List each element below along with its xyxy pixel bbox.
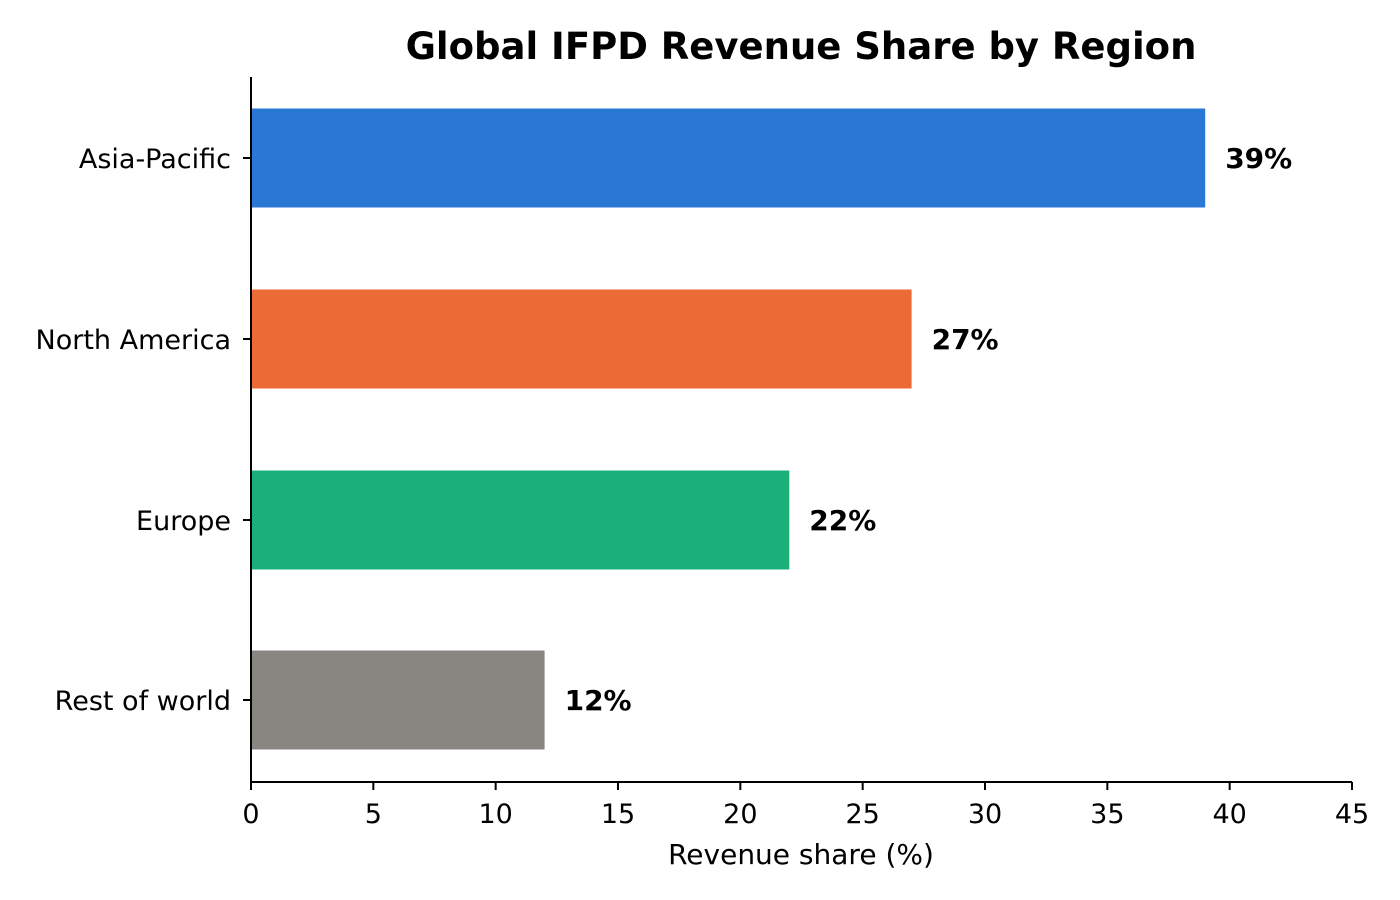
x-tick-label: 5 <box>365 799 382 830</box>
y-axis: Asia-Pacific North America Europe Rest of w… <box>36 77 252 782</box>
y-tick-label-north-america: North America <box>36 325 231 356</box>
x-tick-label: 40 <box>1212 799 1246 830</box>
data-label-rest-of-world: 12% <box>565 684 632 717</box>
chart-title: Global IFPD Revenue Share by Region <box>406 25 1197 68</box>
y-tick-label-asia-pacific: Asia-Pacific <box>79 144 231 175</box>
data-label-asia-pacific: 39% <box>1225 142 1292 175</box>
x-axis: 0 5 10 15 20 25 30 35 40 45 <box>242 781 1369 830</box>
x-tick-label: 10 <box>478 799 512 830</box>
x-tick-label: 15 <box>601 799 635 830</box>
data-labels: 39% 27% 22% 12% <box>565 142 1293 717</box>
bar-asia-pacific <box>251 108 1206 208</box>
x-axis-label: Revenue share (%) <box>668 838 934 871</box>
y-tick-label-rest-of-world: Rest of world <box>55 686 231 717</box>
data-label-europe: 22% <box>809 504 876 537</box>
x-tick-label: 35 <box>1090 799 1124 830</box>
x-tick-label: 0 <box>242 799 259 830</box>
x-tick-label: 45 <box>1335 799 1369 830</box>
data-label-north-america: 27% <box>932 323 999 356</box>
x-tick-label: 25 <box>845 799 879 830</box>
x-tick-label: 30 <box>968 799 1002 830</box>
bar-north-america <box>251 289 912 389</box>
y-tick-label-europe: Europe <box>136 506 231 537</box>
bars <box>251 108 1206 750</box>
bar-europe <box>251 470 790 570</box>
bar-rest-of-world <box>251 650 545 750</box>
x-tick-label: 20 <box>723 799 757 830</box>
